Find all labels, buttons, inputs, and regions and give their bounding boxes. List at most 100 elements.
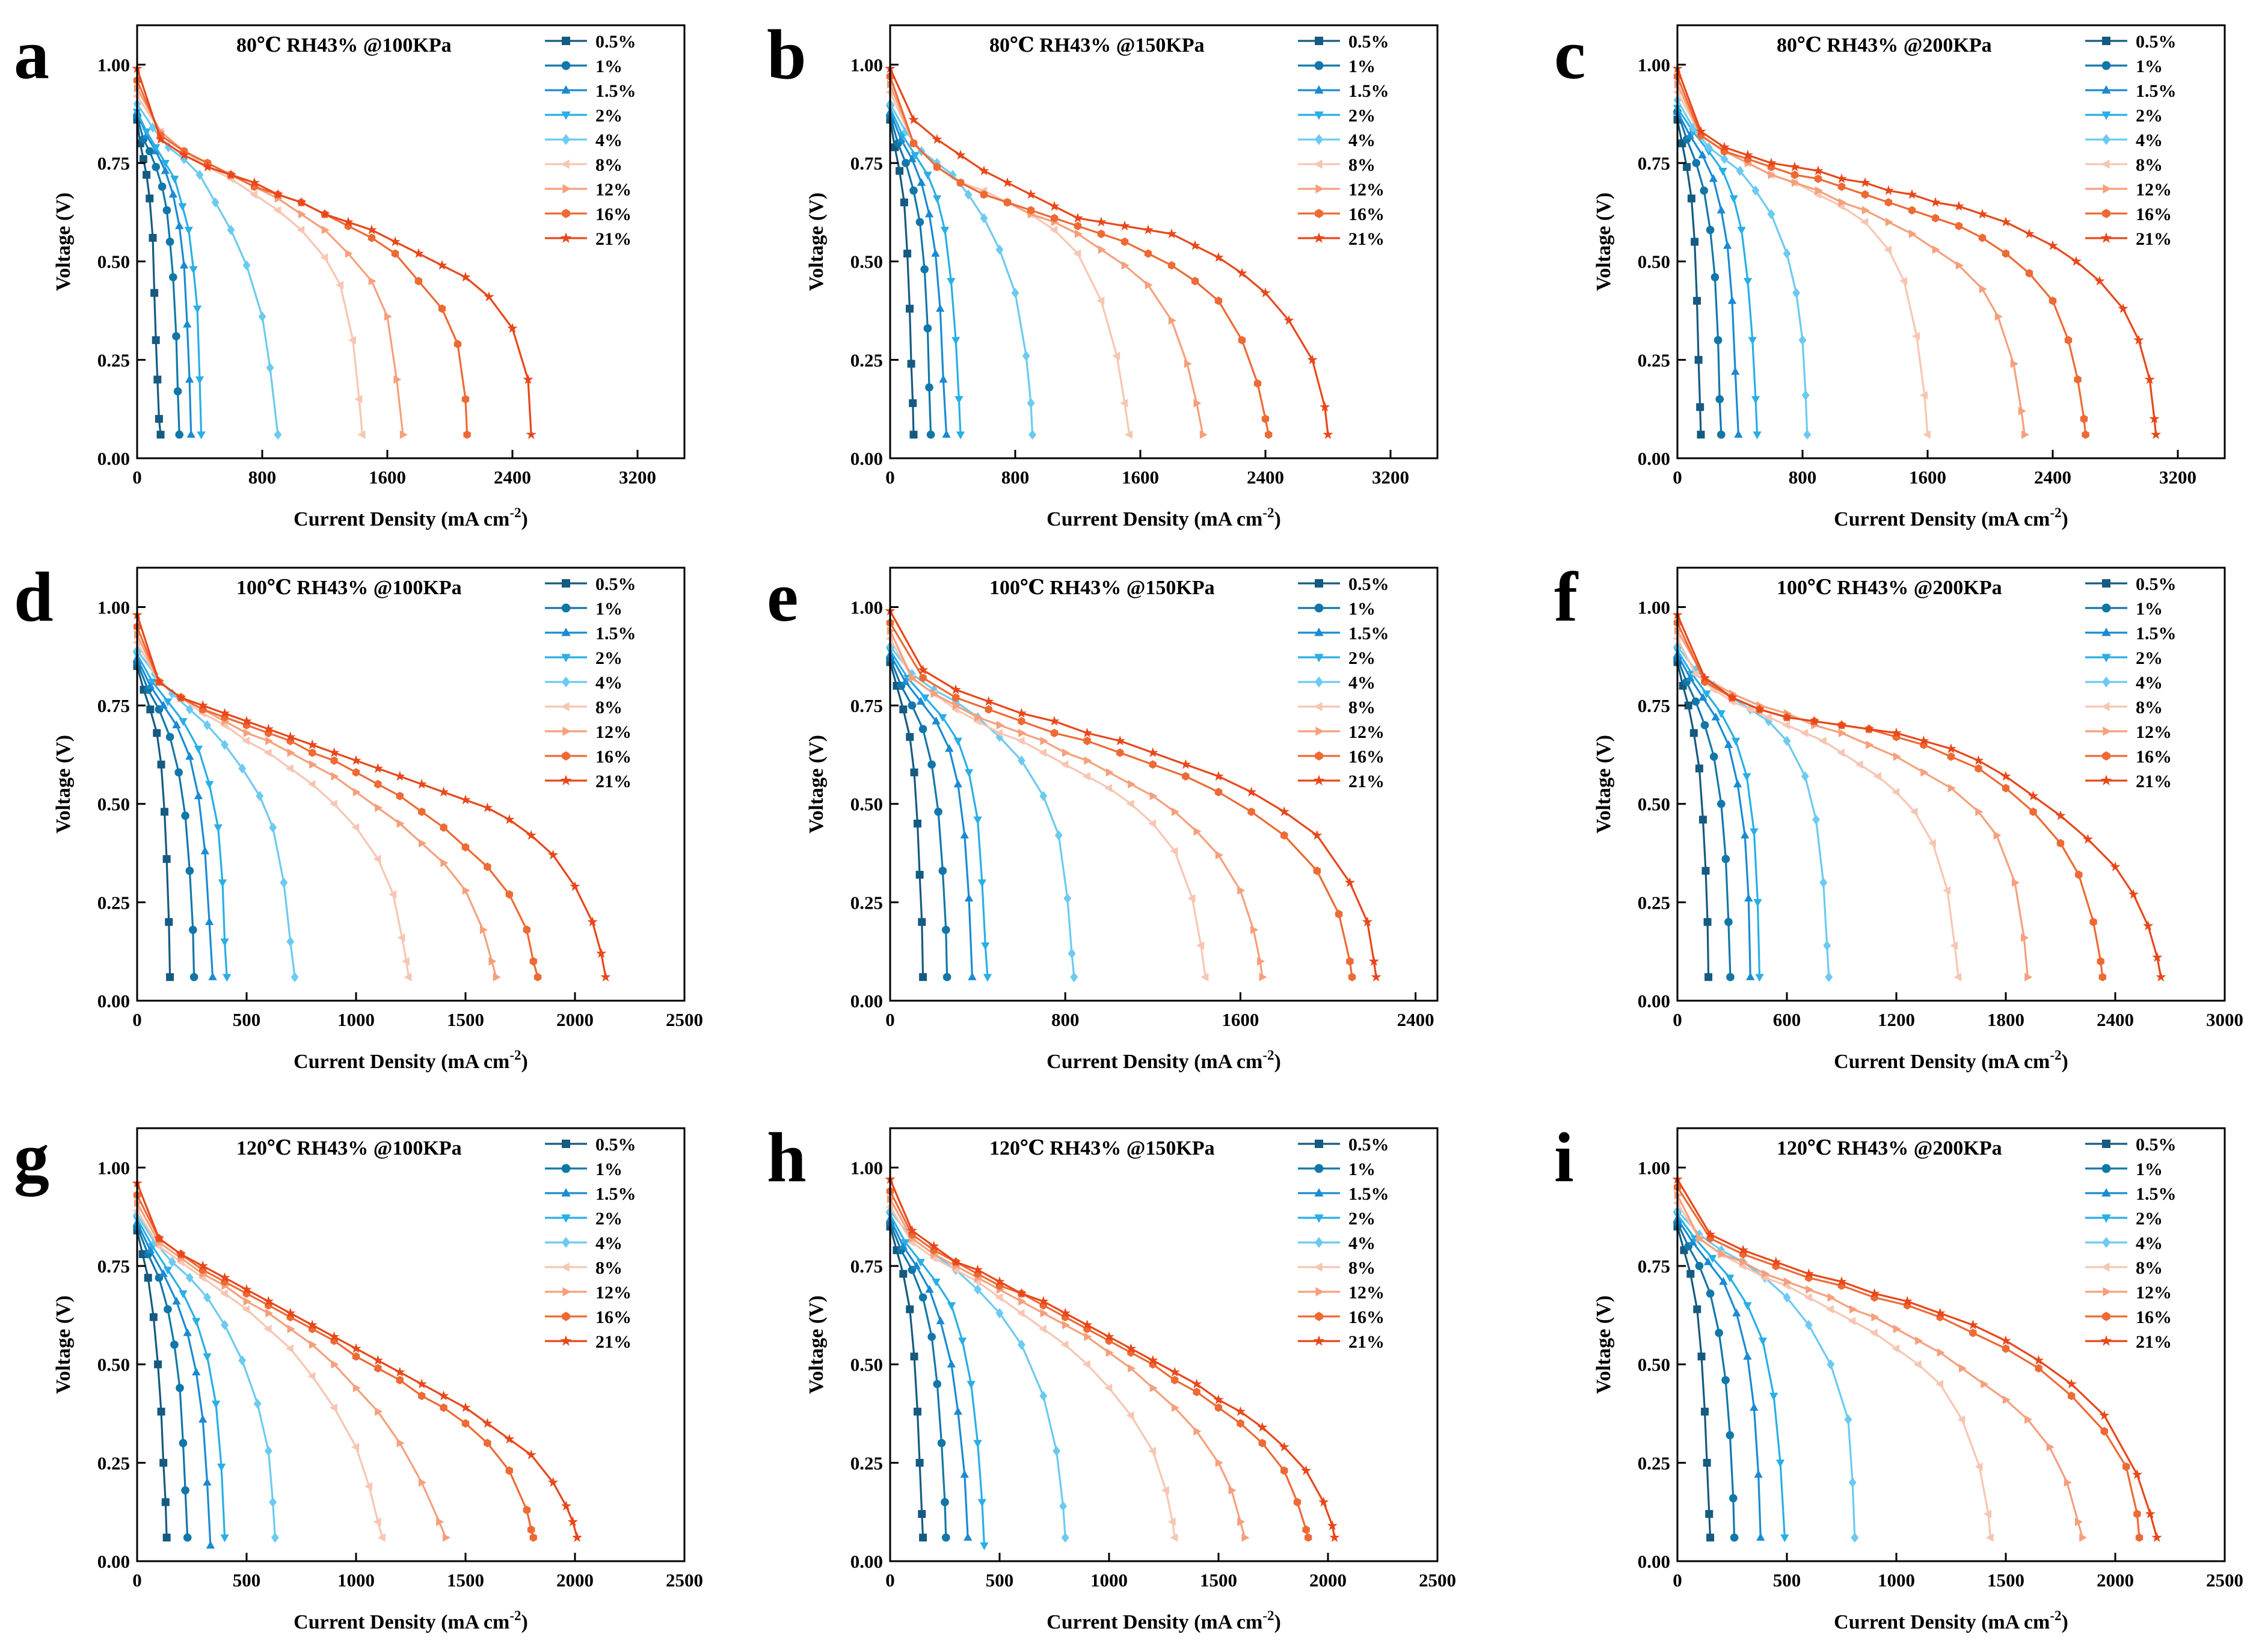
legend-marker: [561, 111, 571, 120]
data-point: [2082, 430, 2089, 439]
data-point: [1717, 799, 1726, 808]
data-point: [1074, 229, 1083, 239]
data-point: [2144, 374, 2155, 384]
data-point: [395, 770, 405, 781]
series-line-8%: [889, 1206, 1176, 1538]
data-point: [145, 147, 154, 156]
data-point: [947, 278, 956, 286]
y-tick-label: 0.75: [97, 695, 130, 716]
data-point: [253, 1398, 262, 1409]
data-point: [1947, 784, 1956, 793]
data-point: [909, 431, 918, 439]
data-point: [1182, 772, 1190, 781]
data-point: [1975, 807, 1984, 816]
data-point: [1748, 337, 1757, 345]
data-point: [1708, 1254, 1717, 1263]
data-point: [2011, 878, 2020, 887]
data-point: [1769, 1392, 1778, 1401]
data-point: [1167, 1517, 1176, 1526]
data-point: [914, 1407, 921, 1416]
data-point: [899, 1241, 908, 1250]
data-point: [214, 824, 223, 832]
data-point: [263, 1324, 272, 1333]
data-point: [1746, 972, 1755, 980]
data-point: [1957, 1415, 1966, 1424]
data-point: [2149, 413, 2160, 423]
data-point: [932, 195, 942, 203]
data-point: [286, 764, 294, 773]
data-point: [1705, 1509, 1714, 1518]
data-point: [287, 748, 295, 757]
data-point: [930, 689, 939, 698]
legend-marker: [1313, 232, 1325, 243]
data-point: [156, 431, 165, 439]
data-point: [1149, 1383, 1158, 1393]
data-point: [309, 1340, 317, 1350]
panel-f: f 100℃ RH43% @200KPa 0.00 0.25 0.50 0.75 1.00 0…: [1554, 557, 2243, 1073]
data-point: [1039, 748, 1047, 757]
legend-marker: [2101, 159, 2110, 169]
legend-marker: [1314, 603, 1324, 613]
panel-title: 120℃ RH43% @100KPa: [236, 1137, 462, 1159]
x-tick-label: 2000: [2097, 1570, 2134, 1591]
data-point: [1293, 1497, 1302, 1506]
data-point: [1814, 174, 1822, 183]
data-point: [1371, 971, 1382, 982]
data-point: [1711, 712, 1720, 720]
x-tick-label: 500: [233, 1009, 261, 1030]
data-point: [1256, 957, 1265, 966]
legend-label: 1.5%: [2136, 81, 2177, 101]
data-point: [1060, 760, 1069, 769]
data-point: [440, 858, 449, 868]
data-point: [217, 1463, 226, 1472]
data-point: [504, 1434, 515, 1444]
data-point: [354, 395, 363, 404]
data-point: [903, 250, 912, 258]
series-group: [132, 1178, 583, 1549]
data-point: [1943, 886, 1951, 895]
y-tick-label: 0.00: [97, 448, 130, 469]
data-point: [1891, 727, 1902, 738]
x-tick-label: 2400: [2097, 1009, 2134, 1030]
data-point: [197, 431, 206, 440]
data-point: [195, 376, 204, 384]
data-point: [1200, 972, 1209, 981]
data-point: [479, 926, 488, 935]
data-point: [897, 135, 906, 143]
y-tick-label: 0.25: [1638, 892, 1670, 913]
x-tick-label: 1200: [1878, 1009, 1915, 1030]
data-point: [2152, 951, 2163, 962]
data-point: [460, 271, 471, 282]
data-point: [175, 221, 184, 230]
legend-marker: [561, 1188, 571, 1197]
x-axis-label: Current Density (mA cm-2): [1047, 1048, 1281, 1073]
data-point: [163, 698, 173, 707]
legend-label: 2%: [2136, 648, 2163, 668]
data-point: [1253, 379, 1262, 388]
data-point: [2066, 1378, 2077, 1389]
data-point: [159, 1458, 168, 1467]
data-point: [345, 249, 353, 258]
legend-marker: [2101, 85, 2111, 94]
data-point: [505, 890, 513, 899]
data-point: [1171, 1375, 1179, 1385]
data-point: [915, 1458, 924, 1467]
series-line-21%: [136, 1183, 579, 1538]
data-point: [2002, 784, 2010, 793]
data-point: [2089, 917, 2097, 927]
data-point: [934, 807, 942, 816]
data-point: [2018, 407, 2026, 416]
data-point: [1953, 972, 1962, 981]
data-point: [274, 429, 282, 440]
y-tick-label: 0.50: [1638, 1354, 1670, 1375]
legend-label: 16%: [595, 747, 632, 767]
panel-letter-f: f: [1554, 557, 1579, 636]
data-point: [1718, 167, 1727, 176]
data-point: [220, 1289, 228, 1298]
data-point: [2145, 1508, 2156, 1518]
data-point: [1908, 229, 1917, 239]
y-axis-label: Voltage (V): [52, 1295, 75, 1394]
data-point: [264, 1446, 272, 1457]
data-point: [1892, 1344, 1900, 1353]
y-tick-label: 1.00: [97, 597, 130, 618]
